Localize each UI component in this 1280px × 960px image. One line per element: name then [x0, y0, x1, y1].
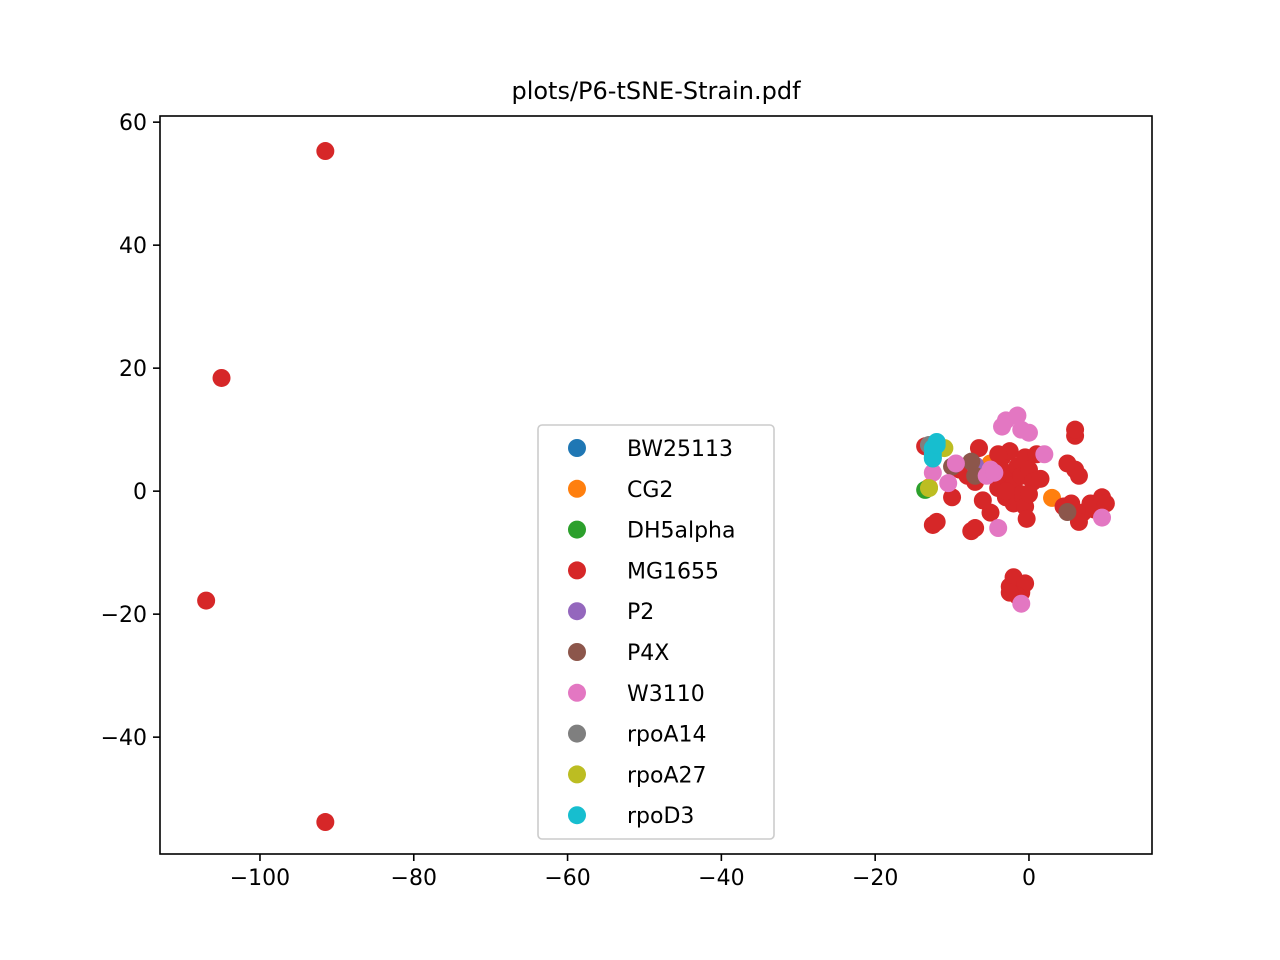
data-point [923, 449, 942, 468]
legend-label: P2 [627, 600, 654, 625]
x-tick-label: −20 [852, 866, 898, 891]
legend-label: DH5alpha [627, 519, 735, 544]
y-tick-label: 60 [119, 111, 147, 136]
legend-box [537, 424, 775, 840]
legend-marker [568, 765, 586, 784]
x-tick-label: −100 [230, 866, 290, 891]
legend-marker [568, 561, 586, 580]
data-point [923, 463, 942, 482]
legend-marker [568, 724, 586, 743]
x-axis: −100 −80 −60 −40 −20 0 [230, 854, 1036, 891]
data-point [973, 491, 992, 510]
data-point [1017, 509, 1036, 528]
data-point [993, 417, 1012, 436]
data-point [1031, 469, 1050, 488]
legend-marker [568, 520, 586, 539]
data-point [927, 512, 946, 531]
data-point [1019, 423, 1038, 442]
x-tick-label: −40 [698, 866, 744, 891]
y-tick-label: −20 [101, 603, 147, 628]
data-point [919, 479, 938, 498]
y-axis: −40 −20 0 20 40 60 [101, 111, 160, 751]
legend-label: CG2 [627, 478, 673, 503]
chart-title: plots/P6-tSNE-Strain.pdf [511, 77, 801, 105]
series-W3110 [923, 406, 1112, 613]
y-tick-label: −40 [101, 726, 147, 751]
data-point [197, 591, 216, 610]
legend-label: rpoA27 [627, 763, 707, 788]
legend-marker [568, 806, 586, 825]
data-point [943, 488, 962, 507]
legend-marker [568, 439, 586, 457]
legend-label: rpoD3 [627, 804, 694, 829]
legend-label: P4X [627, 641, 669, 666]
data-point [316, 142, 335, 161]
data-point [962, 452, 981, 471]
data-point [1012, 594, 1031, 613]
legend-marker [568, 643, 586, 661]
y-tick-label: 40 [119, 234, 147, 259]
data-point [316, 813, 335, 832]
legend-label: rpoA14 [627, 723, 707, 748]
points-layer [197, 142, 1115, 832]
legend-label: BW25113 [627, 437, 733, 462]
x-tick-label: 0 [1022, 866, 1036, 891]
data-point [985, 463, 1004, 482]
plot-frame [159, 115, 1153, 855]
data-point [1066, 420, 1085, 439]
data-point [1096, 494, 1115, 513]
data-point [212, 368, 231, 387]
data-point [989, 445, 1008, 464]
data-point [1019, 485, 1038, 504]
y-tick-label: 0 [133, 480, 147, 505]
legend-marker [568, 602, 586, 621]
x-tick-label: −60 [544, 866, 590, 891]
data-point [939, 474, 958, 493]
legend: BW25113 CG2 DH5alpha MG1655 P2 P4X W3110 rpoA14… [537, 424, 775, 840]
x-tick-label: −80 [391, 866, 437, 891]
data-point [946, 454, 965, 473]
y-tick-label: 20 [119, 357, 147, 382]
data-point [969, 439, 988, 458]
legend-marker [568, 683, 586, 702]
data-point [927, 436, 946, 455]
series-rpoD3 [923, 432, 946, 468]
data-point [1058, 503, 1077, 522]
data-point [1093, 508, 1112, 527]
data-point [1008, 406, 1027, 425]
legend-label: W3110 [627, 682, 705, 707]
data-point [1000, 583, 1019, 602]
data-point [1035, 445, 1054, 464]
data-point [966, 519, 985, 538]
legend-marker [568, 479, 586, 498]
data-point [989, 519, 1008, 538]
data-point [996, 482, 1015, 501]
data-point [1069, 466, 1088, 485]
legend-label: MG1655 [627, 559, 719, 584]
